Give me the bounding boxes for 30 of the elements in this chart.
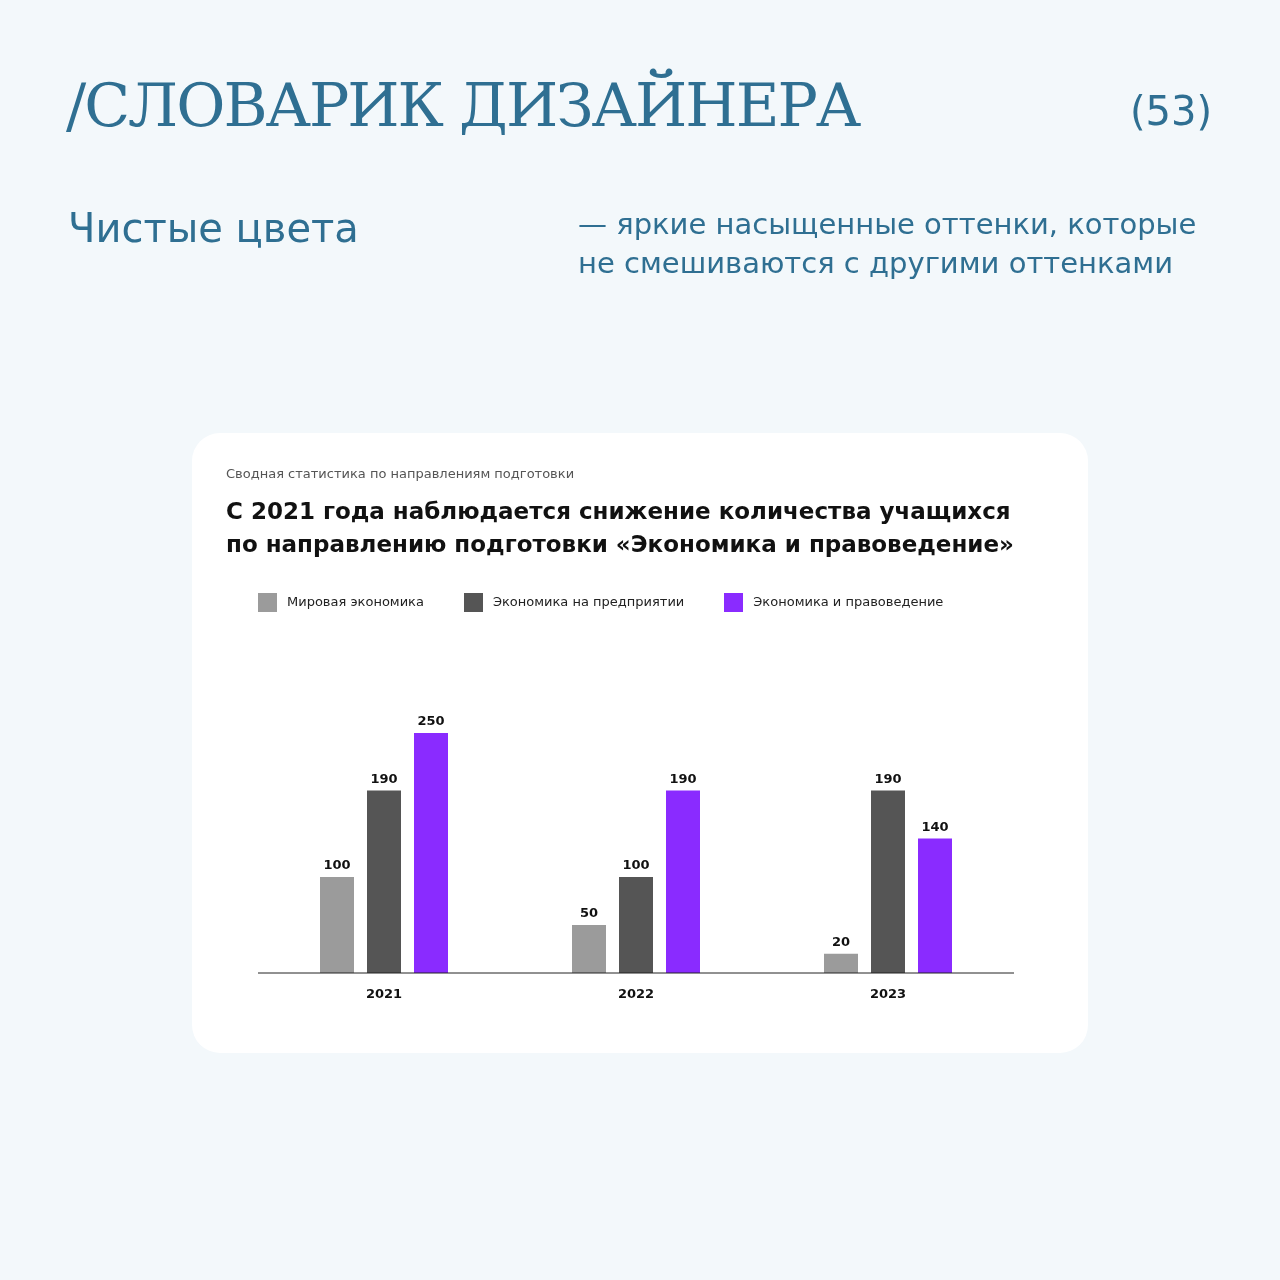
text: — яркие насыщенные оттенки, которые не смешиваются с другими оттенками [578,206,1198,282]
bar [320,877,354,973]
data-label: 100 [622,857,650,872]
data-label: 20 [831,933,851,949]
legend-label: Экономика на предприятии [492,594,685,609]
data-label: 190 [370,770,398,786]
text: /СЛОВАРИК ДИЗАЙНЕРА [66,70,860,140]
x-tick-label: 2021 [365,986,403,1002]
data-label: 190 [669,770,697,786]
bar [871,790,905,973]
bar [824,953,858,973]
bar [619,877,653,973]
bar [572,925,606,973]
chart-subtitle: Сводная статистика по направлениям подготовки [226,466,575,481]
x-tick-label: 2022 [617,986,655,1002]
text: (53) [1129,88,1212,134]
bar [414,733,448,973]
x-tick-label: 2023 [869,986,907,1002]
bar [367,790,401,973]
data-label: 250 [417,713,445,728]
data-label: 140 [921,818,949,834]
legend-label: Мировая экономика [287,594,424,609]
legend-label: Экономика и правоведение [753,594,944,609]
bar [666,790,700,973]
data-label: 100 [323,857,351,872]
data-label: 50 [579,905,599,920]
text: Чистые цвета [68,205,359,251]
chart-title: С 2021 года наблюдается снижение количества учащихся по направлению подготовки «Экономика и правоведение» [226,497,1015,559]
bar [918,838,952,973]
data-label: 190 [874,770,902,786]
